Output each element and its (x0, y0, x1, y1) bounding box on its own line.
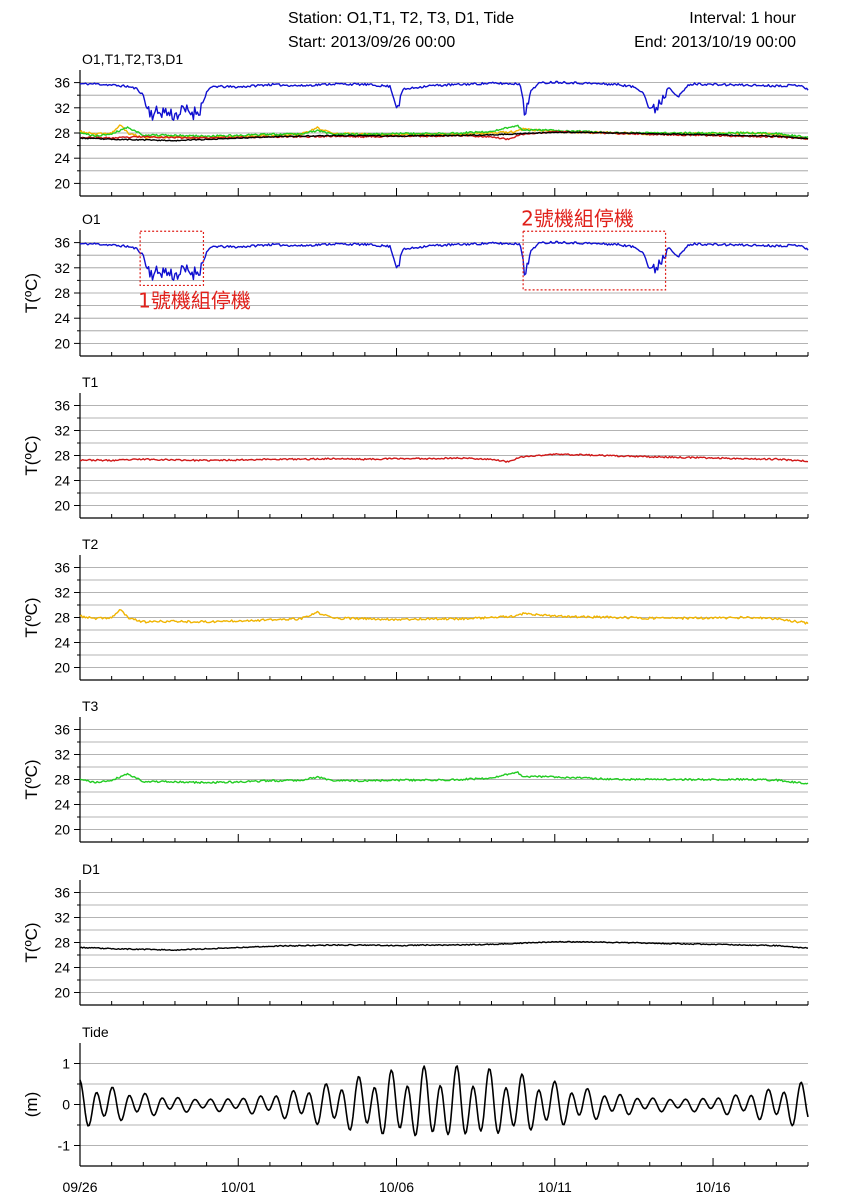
y-tick-label: 32 (54, 585, 70, 601)
series-line-tide (79, 1065, 809, 1137)
y-tick-label: 32 (54, 100, 70, 116)
series-line-o1 (80, 240, 809, 281)
y-tick-label: -1 (58, 1138, 71, 1154)
y-axis-label: T(ºC) (22, 273, 41, 313)
series-line-t2 (79, 609, 809, 625)
panel-title: O1,T1,T2,T3,D1 (82, 51, 183, 67)
header-interval: Interval: 1 hour (689, 10, 796, 27)
y-tick-label: 0 (62, 1097, 70, 1113)
y-tick-label: 28 (54, 448, 70, 464)
y-tick-label: 32 (54, 423, 70, 439)
series-line-t1 (80, 453, 809, 463)
y-tick-label: 32 (54, 910, 70, 926)
y-tick-label: 24 (54, 473, 70, 489)
y-axis-label: T(ºC) (22, 759, 41, 799)
panel-title: Tide (82, 1024, 109, 1040)
series-line-t3 (79, 771, 809, 785)
y-axis-label: T(ºC) (22, 597, 41, 637)
y-tick-label: 36 (54, 75, 70, 91)
x-tick-label: 10/01 (221, 1179, 256, 1195)
y-tick-label: 36 (54, 560, 70, 576)
y-tick-label: 20 (54, 660, 70, 676)
panel-title: T3 (82, 698, 99, 714)
series-line-o1 (80, 80, 809, 121)
annotation-box (139, 230, 205, 287)
y-tick-label: 28 (54, 935, 70, 951)
series-line-d1 (79, 131, 809, 142)
y-tick-label: 24 (54, 635, 70, 651)
y-tick-label: 20 (54, 335, 70, 351)
y-tick-label: 1 (62, 1056, 70, 1072)
y-tick-label: 20 (54, 822, 70, 838)
panel-title: T1 (82, 374, 99, 390)
series-line-t3 (79, 124, 809, 138)
y-tick-label: 20 (54, 175, 70, 191)
y-tick-label: 36 (54, 398, 70, 414)
x-tick-label: 10/06 (379, 1179, 414, 1195)
x-tick-label: 10/16 (696, 1179, 731, 1195)
y-tick-label: 20 (54, 498, 70, 514)
x-tick-label: 09/26 (62, 1179, 97, 1195)
header-station: Station: O1,T1, T2, T3, D1, Tide (288, 10, 515, 27)
y-tick-label: 28 (54, 125, 70, 141)
y-tick-label: 28 (54, 610, 70, 626)
y-tick-label: 32 (54, 260, 70, 276)
y-axis-label: (m) (22, 1092, 41, 1117)
y-tick-label: 24 (54, 797, 70, 813)
y-tick-label: 28 (54, 285, 70, 301)
header-start: Start: 2013/09/26 00:00 (288, 34, 456, 51)
y-tick-label: 32 (54, 747, 70, 763)
x-tick-label: 10/11 (538, 1179, 572, 1195)
y-axis-label: T(ºC) (22, 922, 41, 962)
y-tick-label: 36 (54, 235, 70, 251)
annotation-label: 1號機組停機 (138, 288, 251, 312)
annotation-box (522, 230, 667, 291)
y-tick-label: 28 (54, 772, 70, 788)
series-line-d1 (79, 940, 809, 952)
y-axis-label: T(ºC) (22, 435, 41, 475)
y-tick-label: 20 (54, 985, 70, 1001)
y-tick-label: 36 (54, 722, 70, 738)
panel-title: O1 (82, 211, 101, 227)
panel-title: T2 (82, 536, 99, 552)
y-tick-label: 24 (54, 150, 70, 166)
annotation-label: 2號機組停機 (521, 206, 634, 230)
y-tick-label: 24 (54, 310, 70, 326)
panel-title: D1 (82, 861, 100, 877)
y-tick-label: 24 (54, 960, 70, 976)
y-tick-label: 36 (54, 885, 70, 901)
header-end: End: 2013/10/19 00:00 (634, 34, 796, 51)
